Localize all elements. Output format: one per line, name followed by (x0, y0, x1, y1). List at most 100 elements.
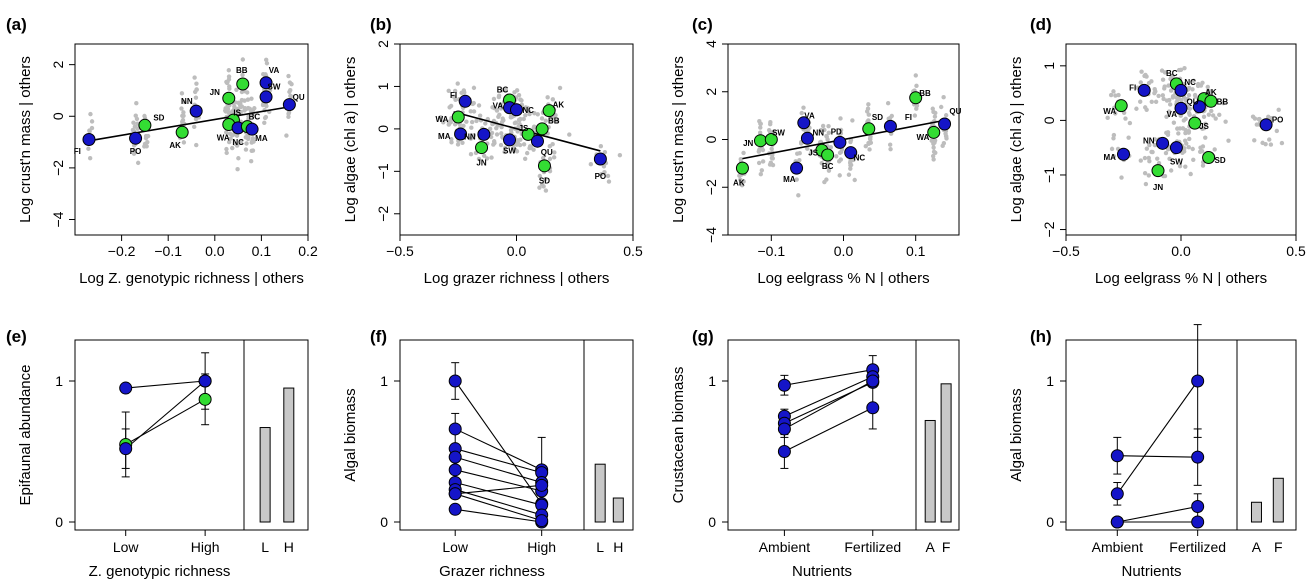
background-point (1186, 110, 1192, 116)
background-point (588, 161, 594, 167)
background-point (510, 146, 516, 151)
background-point (825, 160, 830, 165)
background-point (1198, 145, 1203, 150)
site-point (844, 146, 858, 160)
background-point (1168, 168, 1174, 173)
background-point (820, 123, 826, 129)
site-point (129, 131, 143, 145)
background-point (288, 94, 294, 99)
background-point (224, 150, 229, 156)
background-point (1276, 107, 1281, 113)
background-point (133, 113, 138, 118)
x-axis-label: Log Z. genotypic richness | others (79, 270, 304, 287)
background-point (1167, 102, 1173, 107)
background-point (518, 137, 523, 142)
background-point (521, 142, 527, 147)
background-point (1162, 86, 1167, 91)
background-point (455, 142, 461, 147)
background-point (143, 135, 149, 141)
background-point (805, 146, 810, 151)
background-point (521, 116, 526, 122)
site-point (1204, 94, 1218, 108)
background-point (483, 121, 488, 126)
background-point (1149, 99, 1154, 105)
background-point (1109, 146, 1115, 152)
background-point (518, 116, 523, 122)
series-line (784, 407, 874, 452)
background-point (508, 115, 513, 120)
background-point (1111, 132, 1117, 138)
background-point (796, 193, 801, 198)
background-point (1142, 155, 1148, 161)
x-tick-label: Low (113, 539, 140, 555)
plot-frame (74, 43, 309, 236)
series-line (455, 448, 542, 474)
summary-bar (594, 463, 606, 523)
background-point (828, 145, 834, 150)
background-point (227, 86, 232, 91)
x-tick-label: 0.5 (623, 243, 643, 259)
background-point (930, 106, 935, 111)
site-label: QU (1187, 97, 1199, 106)
background-point (180, 117, 186, 123)
background-point (1152, 142, 1158, 148)
background-point (602, 150, 608, 155)
series-line (454, 380, 543, 504)
background-point (554, 118, 560, 124)
background-point (287, 80, 293, 85)
background-point (1187, 136, 1192, 142)
background-point (1195, 83, 1201, 89)
site-label: BC (249, 112, 261, 121)
site-point (451, 110, 465, 124)
background-point (508, 127, 514, 133)
background-point (524, 150, 530, 156)
background-point (1191, 78, 1196, 84)
y-tick-label: 0 (50, 112, 66, 120)
series-point (1110, 449, 1124, 463)
background-point (1168, 88, 1174, 93)
background-point (539, 116, 545, 121)
residual-cloud (85, 57, 294, 172)
background-point (468, 109, 473, 114)
site-point (138, 118, 152, 132)
site-label: SD (1215, 156, 1226, 165)
background-point (470, 101, 475, 107)
background-point (1267, 137, 1272, 142)
background-point (1203, 121, 1208, 126)
site-point (1151, 164, 1165, 178)
background-point (192, 89, 198, 95)
background-point (1159, 68, 1165, 73)
site-point (535, 122, 549, 136)
x-axis-label: Nutrients (1121, 563, 1181, 579)
site-point (259, 90, 273, 104)
background-point (1155, 156, 1160, 161)
panel-label: (e) (6, 327, 27, 346)
background-point (86, 146, 91, 151)
background-point (801, 105, 806, 110)
background-point (943, 131, 948, 136)
background-point (489, 130, 495, 136)
background-point (87, 129, 92, 134)
background-point (234, 133, 240, 138)
background-point (194, 81, 199, 86)
background-point (888, 146, 893, 152)
y-tick-label: 4 (703, 40, 719, 48)
site-label: VA (1167, 110, 1178, 119)
background-point (517, 121, 522, 127)
background-point (550, 97, 556, 102)
background-point (540, 155, 546, 161)
background-point (1197, 149, 1203, 154)
y-tick-label: 1 (55, 373, 63, 389)
bar-label: L (261, 539, 269, 555)
background-point (498, 102, 503, 107)
site-label: SW (268, 83, 281, 92)
background-point (225, 79, 230, 85)
site-point (862, 122, 876, 136)
background-point (606, 179, 612, 184)
site-label: VA (269, 66, 280, 75)
background-point (867, 147, 872, 152)
background-point (1192, 92, 1198, 98)
background-point (605, 173, 611, 179)
x-tick-label: −0.2 (108, 243, 136, 259)
background-point (438, 115, 443, 120)
